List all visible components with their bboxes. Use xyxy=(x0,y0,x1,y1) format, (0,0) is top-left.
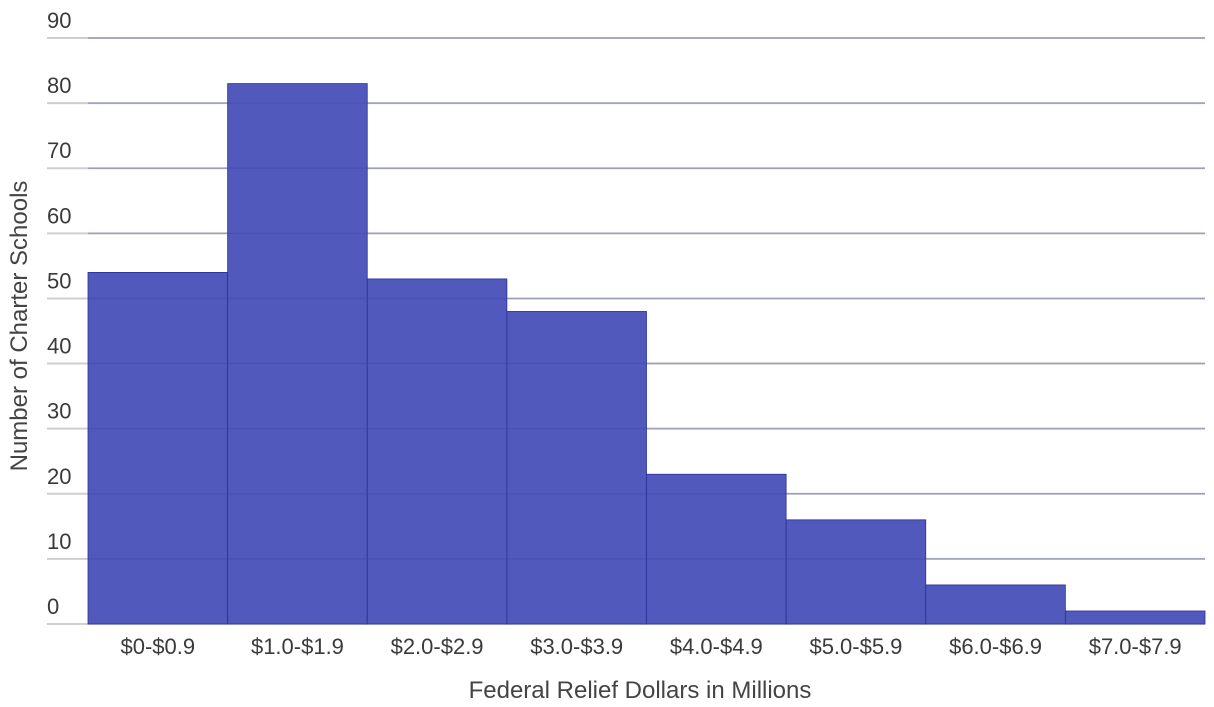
bar-6 xyxy=(785,519,927,625)
bar-3 xyxy=(366,278,508,625)
x-tick-label: $2.0-$2.9 xyxy=(391,634,484,659)
y-tick-label: 10 xyxy=(47,529,71,554)
x-tick-labels: $0-$0.9 $1.0-$1.9 $2.0-$2.9 $3.0-$3.9 $4.0-$… xyxy=(121,634,1182,659)
x-tick-label: $4.0-$4.9 xyxy=(670,634,763,659)
y-tick-label: 50 xyxy=(47,268,71,293)
bar-8 xyxy=(1064,610,1206,625)
bar-1 xyxy=(87,271,229,625)
y-tick-labels: 0 10 20 30 40 50 60 70 80 90 xyxy=(47,8,71,619)
x-tick-label: $5.0-$5.9 xyxy=(809,634,902,659)
y-axis-title: Number of Charter Schools xyxy=(6,181,33,472)
x-tick-label: $6.0-$6.9 xyxy=(949,634,1042,659)
bar-2 xyxy=(227,83,368,625)
y-tick-label: 20 xyxy=(47,464,71,489)
x-axis-title: Federal Relief Dollars in Millions xyxy=(469,677,812,704)
y-tick-label: 0 xyxy=(47,594,59,619)
y-tick-label: 80 xyxy=(47,73,71,98)
x-tick-label: $1.0-$1.9 xyxy=(251,634,344,659)
y-tick-label: 30 xyxy=(47,399,71,424)
bars xyxy=(87,37,1206,625)
bar-4 xyxy=(506,311,647,625)
y-tick-label: 90 xyxy=(47,8,71,33)
gridline-overlay xyxy=(88,37,1205,560)
y-tick-label: 60 xyxy=(47,203,71,228)
y-tick-label: 40 xyxy=(47,334,71,359)
x-tick-label: $3.0-$3.9 xyxy=(530,634,623,659)
bar-7 xyxy=(925,584,1066,625)
y-tick-label: 70 xyxy=(47,138,71,163)
bar-5 xyxy=(646,473,787,625)
x-tick-label: $7.0-$7.9 xyxy=(1089,634,1182,659)
x-tick-label: $0-$0.9 xyxy=(121,634,196,659)
